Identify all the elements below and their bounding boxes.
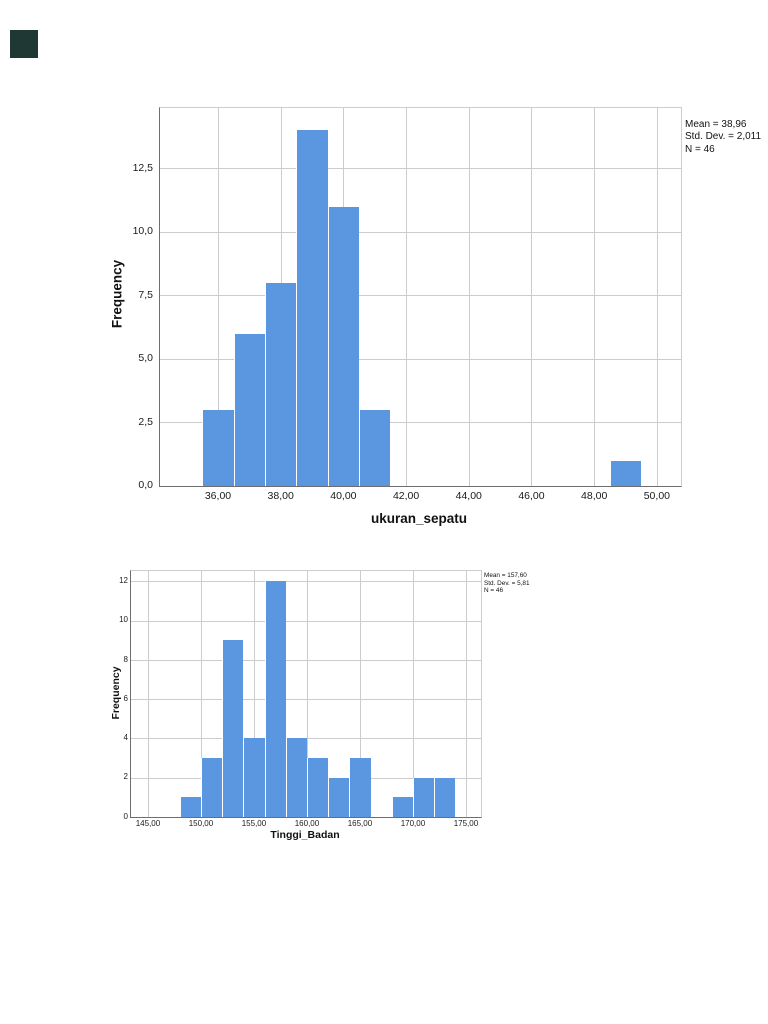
y-tick-label: 0,0 [138,479,153,492]
histogram-bar [609,460,642,486]
y-tick-label: 4 [123,733,128,743]
gridline-vertical [147,571,149,817]
y-axis-title: Frequency [110,666,122,720]
y-tick-label: 0 [123,811,128,821]
gridline-horizontal [160,231,681,233]
x-tick-label: 42,00 [392,490,420,502]
histogram-bar [391,797,413,817]
stat-stddev: Std. Dev. = 2,011 [685,131,762,143]
gridline-horizontal [160,168,681,170]
histogram-bar [265,282,297,486]
histogram-bar [233,333,265,486]
histogram-bar [412,777,435,817]
stat-mean: Mean = 38,96 [685,119,747,130]
histogram-bar [328,777,350,817]
histogram-bar [179,797,201,817]
gridline-horizontal [160,422,681,424]
gridline-vertical [200,571,202,817]
gridline-vertical [531,108,533,486]
stat-stddev: Std. Dev. = 5,81 [484,579,530,587]
histogram-bar [349,758,371,817]
x-tick-label: 50,00 [643,490,670,502]
gridline-vertical [594,108,596,486]
x-tick-label: 160,00 [294,819,320,828]
gridline-vertical [217,108,219,486]
gridline-horizontal [131,581,481,583]
histogram-bar [327,206,360,486]
plot-area: 36,00 38,00 40,00 42,00 44,00 46,00 48,00 50,00… [133,107,682,502]
gridline-vertical [306,571,308,817]
gridline-vertical [406,108,408,486]
x-tick-label: 48,00 [581,490,608,502]
gridline-vertical [359,571,361,817]
plot-area: 145,00 150,00 155,00 160,00 165,00 170,00 175,… [119,570,482,828]
histogram-bar [200,758,223,817]
histogram-bar [359,409,391,486]
histogram-bar [434,777,456,817]
gridline-vertical [468,108,470,486]
gridline-vertical [656,108,658,486]
gridline-horizontal [160,358,681,360]
x-tick-label: 145,00 [135,819,161,828]
y-axis-title: Frequency [109,259,125,329]
stats-annotation: Mean = 157,60 Std. Dev. = 5,81 N = 46 [484,572,530,595]
x-tick-label: 155,00 [241,819,267,828]
y-tick-label: 5,0 [138,352,153,365]
gridline-horizontal [131,699,481,701]
y-tick-label: 8 [123,654,128,664]
x-tick-label: 175,00 [453,819,479,828]
x-tick-label: 44,00 [455,490,482,502]
x-tick-label: 46,00 [518,490,545,502]
x-tick-label: 36,00 [204,490,232,502]
decorative-square [10,30,38,58]
y-tick-label: 2 [123,772,128,782]
histogram-bar [296,130,328,486]
histogram-bar [222,640,244,817]
y-tick-label: 10,0 [132,225,153,238]
y-tick-label: 10 [119,615,128,625]
stat-n: N = 46 [484,587,504,595]
stat-n: N = 46 [685,143,715,155]
gridline-vertical [412,571,414,817]
histogram-bar [243,738,265,817]
x-tick-label: 40,00 [330,490,357,502]
histogram-bar [306,758,329,817]
y-tick-label: 7,5 [138,288,153,301]
gridline-vertical [253,571,255,817]
stats-annotation: Mean = 38,96 Std. Dev. = 2,011 N = 46 [685,119,761,156]
y-tick-label: 12,5 [132,161,153,174]
x-tick-label: 38,00 [267,490,294,502]
x-tick-label: 170,00 [400,819,426,828]
y-tick-label: 12 [119,576,128,585]
stat-mean: Mean = 157,60 [484,572,527,579]
x-tick-label: 165,00 [347,819,373,828]
gridline-horizontal [131,620,481,622]
y-tick-label: 6 [123,693,128,703]
histogram-bar [285,738,307,817]
x-axis-title: Tinggi_Badan [270,829,340,841]
y-tick-label: 2,5 [138,415,153,428]
x-axis-title: ukuran_sepatu [370,511,468,526]
gridline-vertical [465,571,467,817]
gridline-horizontal [131,659,481,661]
histogram-bar [202,409,234,486]
histogram-bar [264,581,286,817]
x-tick-label: 150,00 [188,819,214,828]
gridline-horizontal [160,295,681,297]
